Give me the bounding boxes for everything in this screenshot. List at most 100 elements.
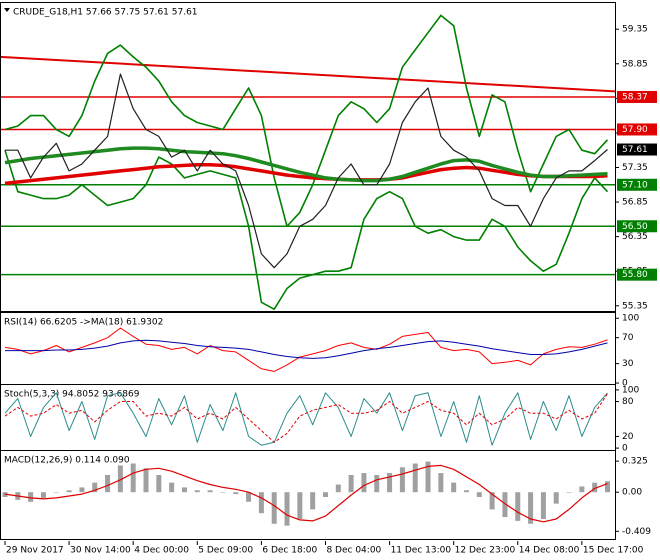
level-label: 57.10: [622, 180, 648, 190]
y-tick-label: 100: [622, 385, 639, 395]
histogram-bar: [233, 492, 239, 495]
y-tick-label: 30: [622, 359, 634, 369]
x-tick-label: 11 Dec 13:00: [391, 546, 452, 556]
histogram-bar: [425, 461, 431, 493]
histogram-bar: [476, 492, 482, 497]
panel-title: MACD(12,26,9) 0.114 0.090: [4, 456, 130, 466]
price-label: 57.61: [622, 145, 648, 155]
histogram-bar: [361, 473, 367, 493]
y-tick-label: 0: [622, 379, 628, 389]
histogram-bar: [53, 492, 59, 493]
menu-triangle[interactable]: [4, 8, 10, 12]
y-tick-label: -0.409: [622, 527, 651, 537]
y-tick-label: 20: [622, 432, 634, 442]
histogram-bar: [194, 490, 200, 493]
histogram-bar: [322, 492, 328, 497]
level-badge: [617, 123, 657, 136]
level-label: 57.90: [622, 125, 648, 135]
histogram-bar: [297, 492, 303, 519]
series-line: [4, 149, 609, 311]
y-tick-label: 0: [622, 444, 628, 454]
histogram-bar: [451, 482, 457, 493]
level-badge: [617, 268, 657, 281]
y-tick-label: 80: [622, 397, 634, 407]
panel-title: CRUDE_G18,H1 57.66 57.75 57.61 57.61: [13, 8, 198, 18]
histogram-bar: [348, 474, 354, 493]
histogram-bar: [438, 473, 444, 493]
histogram-bar: [92, 482, 98, 493]
histogram-bar: [271, 492, 277, 524]
histogram-bar: [387, 473, 393, 493]
histogram-bar: [310, 492, 316, 510]
series-line: [4, 14, 609, 228]
x-tick-label: 30 Nov 14:00: [70, 546, 131, 556]
panel-frame: [0, 450, 616, 540]
series-line: [4, 392, 608, 446]
histogram-bar: [156, 474, 162, 493]
level-label: 56.50: [622, 222, 648, 232]
histogram-bar: [335, 484, 341, 493]
histogram-bar: [540, 492, 546, 519]
y-tick-label: 57.35: [622, 163, 648, 173]
histogram-bar: [207, 490, 213, 493]
histogram-bar: [130, 463, 136, 493]
histogram-bar: [463, 490, 469, 493]
y-tick-label: 58.85: [622, 59, 648, 69]
histogram-bar: [566, 492, 572, 493]
histogram-bar: [105, 474, 111, 493]
x-tick-label: 4 Dec 00:00: [134, 546, 189, 556]
series-line: [5, 73, 608, 269]
histogram-bar: [220, 492, 226, 493]
series-line: [4, 464, 608, 523]
histogram-bar: [579, 486, 585, 493]
histogram-bar: [528, 492, 534, 524]
histogram-bar: [143, 468, 149, 493]
histogram-bar: [258, 492, 264, 514]
panel-title: Stoch(5,3,3) 94.8052 93.6869: [4, 390, 140, 400]
level-label: 55.80: [622, 270, 648, 280]
histogram-bar: [502, 492, 508, 518]
histogram-bar: [246, 492, 252, 502]
series-line: [4, 146, 608, 183]
histogram-bar: [169, 482, 175, 493]
level-badge: [617, 178, 657, 191]
series-line: [4, 162, 608, 186]
histogram-bar: [592, 482, 598, 493]
histogram-bar: [79, 487, 85, 493]
level-badge: [617, 90, 657, 103]
x-tick-label: 8 Dec 04:00: [326, 546, 381, 556]
histogram-bar: [28, 492, 34, 502]
series-line: [5, 339, 608, 359]
level-badge: [617, 220, 657, 233]
y-tick-label: 100: [622, 314, 639, 324]
x-tick-label: 29 Nov 2017: [6, 546, 64, 556]
histogram-bar: [66, 490, 72, 493]
histogram-bar: [399, 467, 405, 493]
y-tick-label: 59.35: [622, 25, 648, 35]
x-tick-label: 6 Dec 18:00: [262, 546, 317, 556]
panel-title: RSI(14) 66.6205 ->MA(18) 61.9302: [4, 318, 163, 328]
histogram-bar: [412, 463, 418, 493]
histogram-bar: [40, 492, 46, 498]
y-tick-label: 0.00: [622, 488, 642, 498]
histogram-bar: [181, 487, 187, 493]
x-tick-label: 14 Dec 08:00: [519, 546, 580, 556]
x-tick-label: 15 Dec 17:00: [583, 546, 644, 556]
y-tick-label: 70: [622, 333, 634, 343]
series-line: [4, 393, 608, 443]
y-tick-label: 56.85: [622, 198, 648, 208]
x-tick-label: 5 Dec 09:00: [198, 546, 253, 556]
y-tick-label: 56.35: [622, 232, 648, 242]
histogram-bar: [117, 465, 123, 493]
y-tick-label: 55.35: [622, 301, 648, 311]
series-line: [4, 327, 608, 372]
histogram-bar: [605, 481, 610, 493]
histogram-bar: [489, 492, 495, 510]
panel-frame: [0, 2, 616, 312]
histogram-bar: [284, 492, 290, 526]
y-tick-label: 0.325: [622, 457, 648, 467]
histogram-bar: [515, 492, 521, 521]
x-tick-label: 12 Dec 23:00: [455, 546, 516, 556]
